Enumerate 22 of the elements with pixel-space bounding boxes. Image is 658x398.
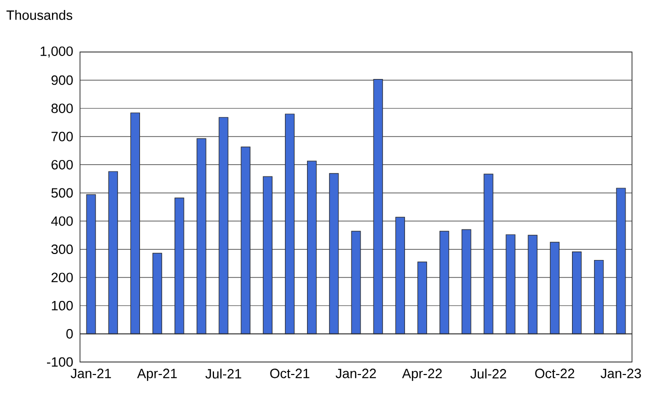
y-tick-label: 800	[51, 104, 73, 114]
y-axis-title: Thousands	[6, 10, 72, 20]
y-tick-label: 500	[51, 188, 73, 198]
x-tick-label: Apr-21	[137, 368, 177, 381]
y-tick-label: -100	[46, 357, 73, 367]
y-tick-label: 400	[51, 216, 73, 226]
y-tick-label: 100	[52, 300, 73, 310]
x-tick-label: Jan-22	[336, 368, 376, 378]
x-tick-label: Jan-23	[600, 368, 641, 378]
y-tick-label: 900	[52, 75, 73, 85]
x-tick-label: Oct-21	[270, 368, 310, 378]
y-tick-label: 200	[52, 272, 73, 282]
x-tick-label: Jul-21	[205, 368, 242, 379]
y-tick-label: 0	[66, 329, 73, 339]
x-tick-label: Apr-22	[402, 368, 442, 381]
y-tick-label: 700	[52, 132, 73, 142]
x-tick-label: Jan-21	[70, 368, 111, 378]
x-tick-label: Oct-22	[535, 368, 574, 378]
y-tick-label: 600	[52, 160, 73, 170]
y-tick-label: 1,000	[40, 46, 73, 58]
x-tick-label: Jul-22	[470, 368, 506, 379]
y-tick-label: 300	[51, 244, 73, 254]
